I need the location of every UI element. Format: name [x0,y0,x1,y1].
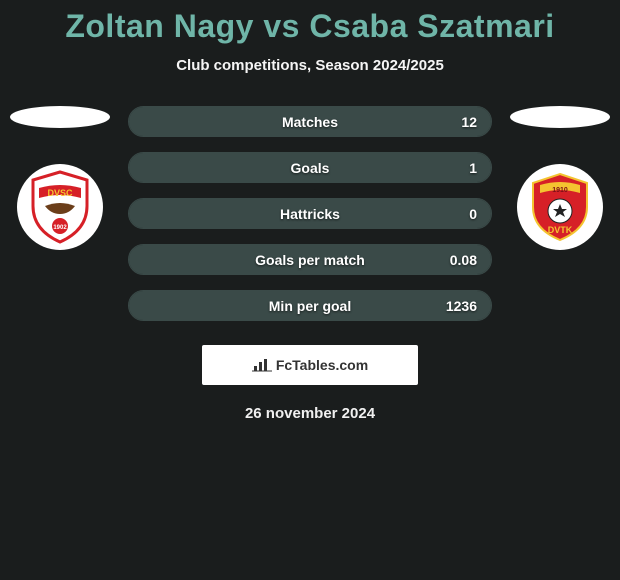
svg-text:DVTK: DVTK [548,225,573,235]
stat-row: Matches 12 [128,106,492,137]
left-player-col: DVSC 1902 [0,106,120,250]
dvtk-shield-icon: 1910 DVTK [528,171,592,243]
brand-logo-box[interactable]: FcTables.com [202,345,418,385]
stat-value: 1 [469,160,477,176]
stat-row: Goals per match 0.08 [128,244,492,275]
stat-value: 0.08 [450,252,477,268]
stat-label: Min per goal [269,298,351,314]
page-title: Zoltan Nagy vs Csaba Szatmari [0,0,620,45]
stat-row: Min per goal 1236 [128,290,492,321]
comparison-row: DVSC 1902 Matches 12 Goals 1 Hattricks 0 Goals… [0,106,620,321]
stat-value: 1236 [446,298,477,314]
left-team-badge: DVSC 1902 [17,164,103,250]
stat-label: Hattricks [280,206,340,222]
dvsc-shield-icon: DVSC 1902 [29,170,91,244]
svg-text:DVSC: DVSC [47,188,73,198]
left-player-name-pill [10,106,110,128]
stat-value: 0 [469,206,477,222]
right-player-name-pill [510,106,610,128]
stat-label: Goals [291,160,330,176]
barchart-icon [252,357,272,373]
right-player-col: 1910 DVTK [500,106,620,250]
stat-label: Goals per match [255,252,365,268]
stat-value: 12 [461,114,477,130]
right-team-badge: 1910 DVTK [517,164,603,250]
svg-text:1910: 1910 [552,187,568,194]
svg-text:1902: 1902 [53,225,67,231]
stat-label: Matches [282,114,338,130]
stat-row: Hattricks 0 [128,198,492,229]
stats-column: Matches 12 Goals 1 Hattricks 0 Goals per match… [120,106,500,321]
date-label: 26 november 2024 [0,405,620,422]
subtitle: Club competitions, Season 2024/2025 [0,57,620,74]
brand-label: FcTables.com [276,357,368,373]
stat-row: Goals 1 [128,152,492,183]
